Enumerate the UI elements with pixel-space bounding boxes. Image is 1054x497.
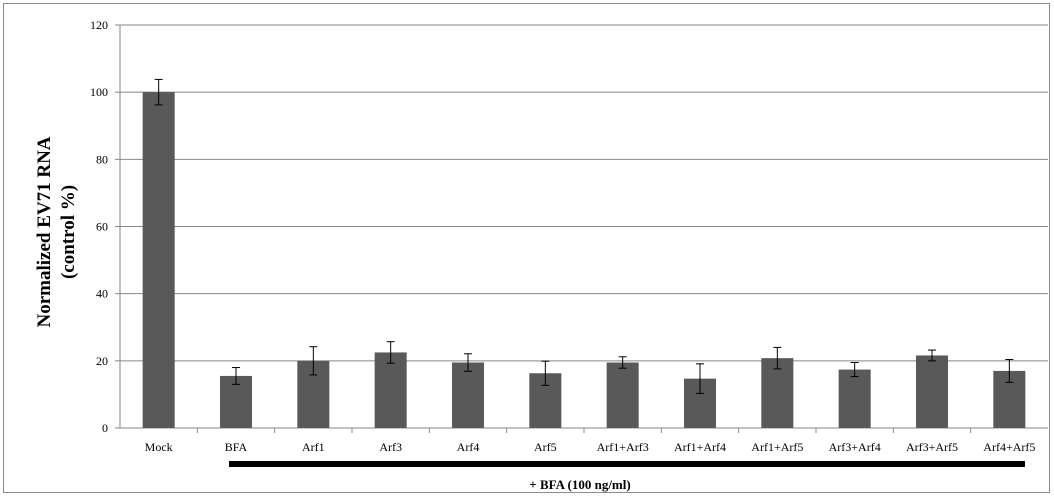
y-tick-label: 0 — [102, 421, 108, 435]
y-axis-label-line2: (control %) — [58, 185, 79, 279]
y-tick-label: 40 — [96, 287, 108, 301]
x-tick-label: BFA — [225, 440, 248, 454]
error-bars — [154, 78, 1014, 394]
bar — [452, 362, 484, 428]
chart-frame — [3, 3, 1050, 493]
bar — [374, 352, 407, 428]
y-tick-label: 60 — [96, 220, 108, 234]
y-tick-label: 80 — [96, 152, 108, 166]
x-tick-label: Arf3+Arf4 — [829, 440, 881, 454]
x-tick-label: Arf3+Arf5 — [906, 440, 958, 454]
x-tick-label: Arf4+Arf5 — [983, 440, 1035, 454]
bar — [142, 92, 175, 429]
bars — [142, 92, 1026, 429]
x-tick-label: Arf5 — [534, 440, 557, 454]
y-axis-label-line1: Normalized EV71 RNA — [34, 136, 55, 327]
bar — [838, 369, 871, 428]
gridlines — [120, 24, 1048, 362]
treatment-bracket-bar — [229, 461, 1025, 467]
x-tick-label: Arf1 — [302, 440, 325, 454]
y-tick-label: 120 — [90, 18, 108, 32]
x-tick-label: Arf4 — [457, 440, 480, 454]
x-tick-label: Arf3 — [379, 440, 402, 454]
bar — [916, 355, 948, 428]
bar — [761, 358, 794, 428]
y-tick-label: 100 — [90, 85, 108, 99]
x-tick-label: Mock — [145, 440, 173, 454]
x-tick-label: Arf1+Arf4 — [674, 440, 726, 454]
x-tick-labels: Mock BFA Arf1 Arf3 Arf4 Arf5 Arf1+Arf3 Arf1+Arf… — [145, 428, 1035, 454]
y-tick-label: 20 — [96, 354, 108, 368]
x-tick-label: Arf1+Arf5 — [751, 440, 803, 454]
x-tick-label: Arf1+Arf3 — [597, 440, 649, 454]
bar — [606, 362, 639, 428]
treatment-label: + BFA (100 ng/ml) — [529, 477, 630, 492]
y-tick-labels: 0 20 40 60 80 100 120 — [90, 18, 120, 435]
